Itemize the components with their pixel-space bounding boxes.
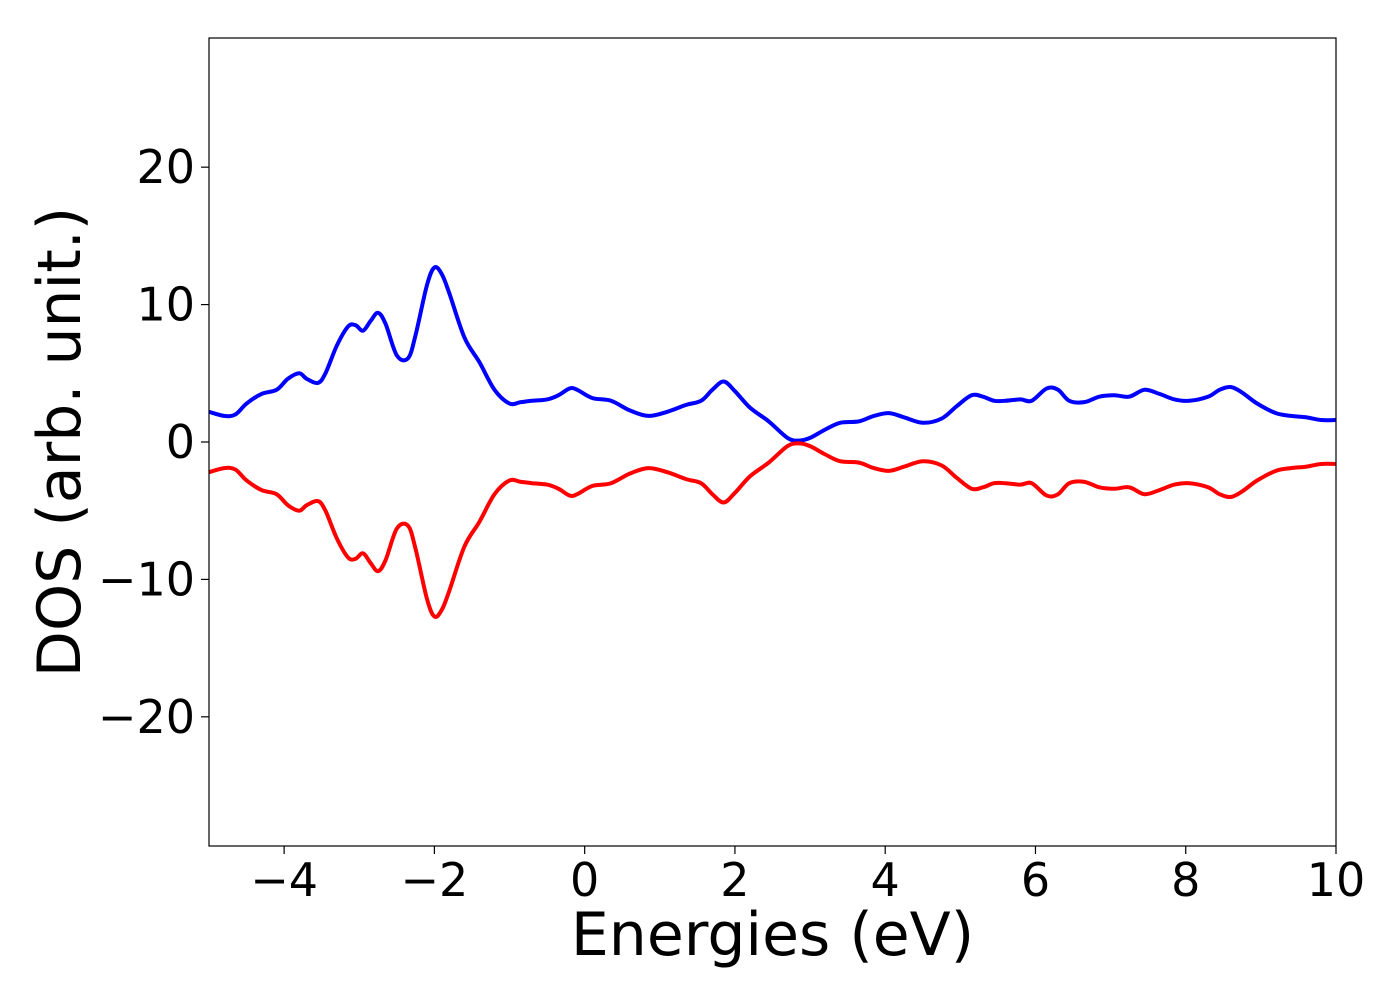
series-layer bbox=[209, 265, 1336, 619]
y-axis: −20 −10 0 10 20 bbox=[98, 140, 209, 744]
x-axis-label: Energies (eV) bbox=[571, 900, 974, 970]
x-tick-label: 10 bbox=[1307, 853, 1366, 907]
x-tick-label: 6 bbox=[1021, 853, 1050, 907]
x-tick-label: 4 bbox=[871, 853, 900, 907]
x-tick-label: 2 bbox=[720, 853, 749, 907]
x-tick-label: −2 bbox=[400, 853, 468, 907]
y-tick-label: 0 bbox=[166, 415, 195, 469]
x-tick-label: −4 bbox=[250, 853, 318, 907]
x-axis: −4 −2 0 2 4 6 8 10 bbox=[250, 846, 1365, 907]
y-tick-label: −20 bbox=[98, 690, 195, 744]
x-tick-label: 8 bbox=[1171, 853, 1200, 907]
dos-series-line-negative bbox=[209, 441, 1336, 619]
y-axis-label: DOS (arb. unit.) bbox=[25, 207, 95, 677]
y-tick-label: 10 bbox=[136, 278, 195, 332]
y-tick-label: 20 bbox=[136, 140, 195, 194]
x-tick-label: 0 bbox=[570, 853, 599, 907]
y-tick-label: −10 bbox=[98, 552, 195, 606]
dos-series-line-positive bbox=[209, 265, 1336, 443]
